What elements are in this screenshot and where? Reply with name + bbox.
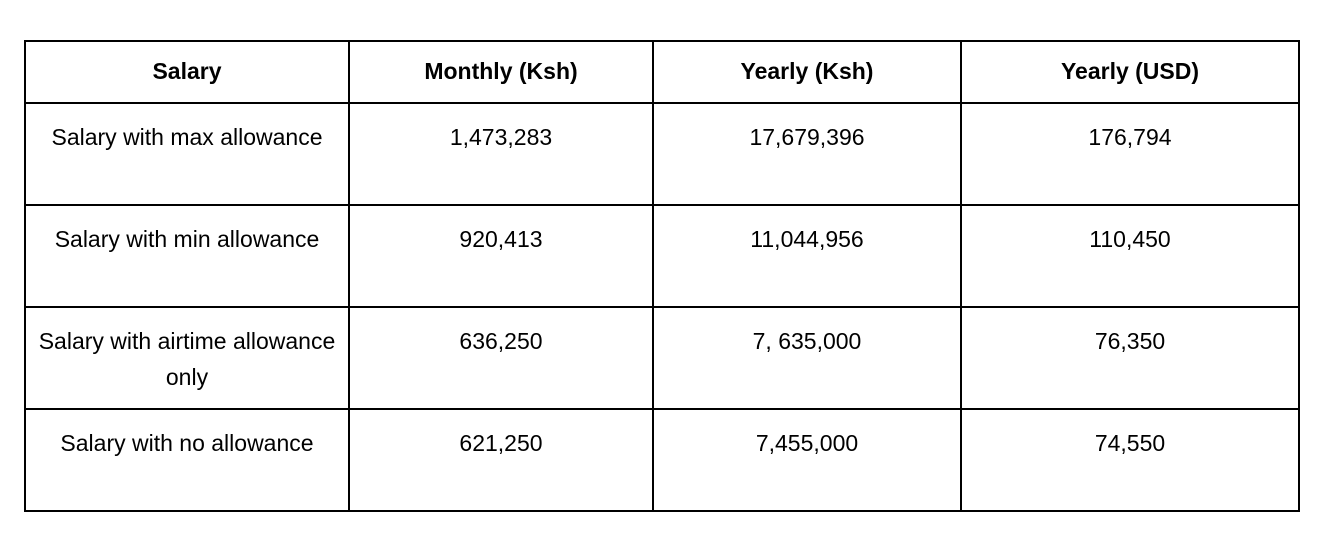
cell-yearly-usd: 76,350 — [960, 306, 1300, 410]
table-row: Salary with airtime allowance only 636,2… — [24, 306, 1300, 410]
header-cell-yearly-ksh: Yearly (Ksh) — [652, 40, 962, 104]
cell-yearly-ksh: 7, 635,000 — [652, 306, 962, 410]
cell-monthly-ksh: 1,473,283 — [348, 102, 654, 206]
row-label-max-allowance: Salary with max allowance — [24, 102, 350, 206]
salary-table: Salary Monthly (Ksh) Yearly (Ksh) Yearly… — [24, 40, 1300, 512]
header-cell-salary: Salary — [24, 40, 350, 104]
cell-yearly-ksh: 17,679,396 — [652, 102, 962, 206]
cell-monthly-ksh: 636,250 — [348, 306, 654, 410]
cell-monthly-ksh: 920,413 — [348, 204, 654, 308]
row-label-airtime-allowance-only: Salary with airtime allowance only — [24, 306, 350, 410]
salary-table-container: Salary Monthly (Ksh) Yearly (Ksh) Yearly… — [24, 40, 1300, 512]
cell-yearly-usd: 176,794 — [960, 102, 1300, 206]
cell-monthly-ksh: 621,250 — [348, 408, 654, 512]
table-row: Salary with min allowance 920,413 11,044… — [24, 204, 1300, 308]
header-row: Salary Monthly (Ksh) Yearly (Ksh) Yearly… — [24, 40, 1300, 104]
table-row: Salary with no allowance 621,250 7,455,0… — [24, 408, 1300, 512]
cell-yearly-usd: 74,550 — [960, 408, 1300, 512]
table-row: Salary with max allowance 1,473,283 17,6… — [24, 102, 1300, 206]
row-label-no-allowance: Salary with no allowance — [24, 408, 350, 512]
table-body: Salary with max allowance 1,473,283 17,6… — [24, 102, 1300, 512]
cell-yearly-ksh: 11,044,956 — [652, 204, 962, 308]
header-cell-yearly-usd: Yearly (USD) — [960, 40, 1300, 104]
table-header: Salary Monthly (Ksh) Yearly (Ksh) Yearly… — [24, 40, 1300, 104]
row-label-min-allowance: Salary with min allowance — [24, 204, 350, 308]
header-cell-monthly-ksh: Monthly (Ksh) — [348, 40, 654, 104]
cell-yearly-ksh: 7,455,000 — [652, 408, 962, 512]
cell-yearly-usd: 110,450 — [960, 204, 1300, 308]
